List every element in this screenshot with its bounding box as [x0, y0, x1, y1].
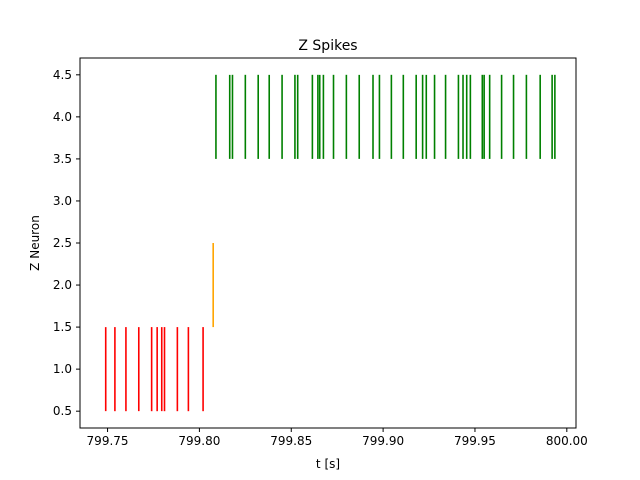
y-tick-label: 4.5 — [53, 68, 72, 82]
x-tick-label: 799.80 — [178, 434, 220, 448]
x-axis-label: t [s] — [316, 457, 340, 471]
y-tick-label: 2.0 — [53, 278, 72, 292]
x-tick-label: 799.85 — [270, 434, 312, 448]
x-axis-ticks: 799.75 799.80 799.85 799.90 799.95 800.00 — [87, 428, 588, 448]
x-tick-label: 800.00 — [546, 434, 588, 448]
y-axis-label: Z Neuron — [28, 215, 42, 271]
y-tick-label: 1.0 — [53, 362, 72, 376]
y-tick-label: 0.5 — [53, 404, 72, 418]
y-tick-label: 4.0 — [53, 110, 72, 124]
spike-marks — [104, 74, 556, 412]
x-tick-label: 799.75 — [87, 434, 129, 448]
y-tick-label: 2.5 — [53, 236, 72, 250]
x-tick-label: 799.95 — [454, 434, 496, 448]
plot-frame — [79, 57, 577, 429]
y-tick-label: 3.5 — [53, 152, 72, 166]
y-tick-label: 3.0 — [53, 194, 72, 208]
plot-area: 799.75 799.80 799.85 799.90 799.95 800.00 0.5… — [53, 57, 588, 448]
chart-title: Z Spikes — [298, 38, 357, 54]
x-tick-label: 799.90 — [362, 434, 404, 448]
y-axis-ticks: 0.5 1.0 1.5 2.0 2.5 3.0 3.5 4.0 4.5 — [53, 68, 80, 418]
y-tick-label: 1.5 — [53, 320, 72, 334]
